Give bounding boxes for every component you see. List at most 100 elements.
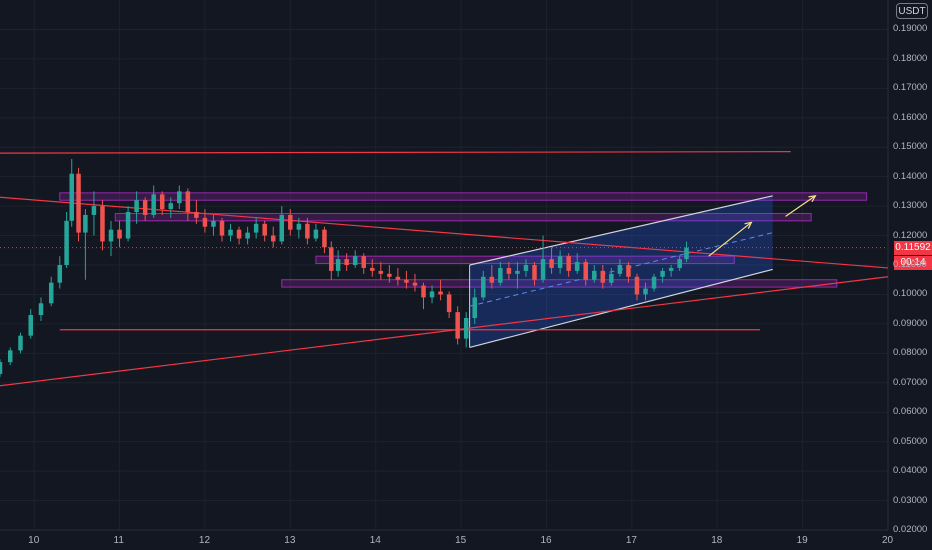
price-tick-label: 0.17000 <box>893 82 928 94</box>
candle-body <box>592 270 597 280</box>
price-tick-label: 0.08000 <box>893 347 928 359</box>
price-tick-label: 0.07000 <box>893 376 928 388</box>
time-tick-label: 10 <box>28 535 40 546</box>
candle-body <box>446 294 452 313</box>
candle-body <box>168 203 174 210</box>
time-tick-label: 15 <box>455 535 467 546</box>
candle-body <box>412 282 418 286</box>
time-tick-label: 16 <box>540 535 552 546</box>
projection-arrow-head <box>808 195 817 203</box>
price-tick-label: 0.11000 <box>893 259 927 270</box>
trend-line <box>0 151 791 154</box>
time-tick-label: 20 <box>882 535 894 546</box>
candle-body <box>262 223 267 236</box>
candle-body <box>142 200 148 215</box>
price-tick-label: 0.18000 <box>893 52 928 64</box>
candle-body <box>395 276 401 280</box>
candle-body <box>57 265 63 283</box>
time-tick-label: 11 <box>113 535 124 546</box>
supply-demand-zone <box>114 212 812 222</box>
candle-body <box>651 276 657 289</box>
projection-arrow <box>785 195 816 217</box>
candle-body <box>455 312 460 339</box>
candle-body <box>305 223 310 239</box>
candle-body <box>378 270 384 274</box>
candle-body <box>617 265 623 274</box>
candle-body <box>28 315 33 336</box>
price-tick-label: 0.03000 <box>893 494 928 506</box>
candle-body <box>438 291 443 295</box>
candle-body <box>125 212 131 239</box>
channel-lower-line <box>469 268 773 349</box>
time-tick-label: 19 <box>796 535 808 546</box>
candle-body <box>202 217 208 227</box>
candle-body <box>253 223 259 233</box>
candle-body <box>574 262 580 271</box>
price-tick-label: 0.10000 <box>893 288 928 300</box>
candle-body <box>684 247 689 260</box>
candle-body <box>194 212 199 218</box>
projection-arrow-head <box>744 221 753 229</box>
candle-body <box>329 247 334 271</box>
trend-line <box>0 276 889 387</box>
candle-body <box>557 256 563 268</box>
candle-body <box>83 214 88 233</box>
candle-body <box>177 191 182 204</box>
candle-body <box>236 229 242 239</box>
candle-body <box>523 265 529 271</box>
candle-body <box>463 318 469 339</box>
candle-body <box>472 297 477 318</box>
price-tick-label: 0.04000 <box>893 465 928 477</box>
candle-body <box>108 229 114 242</box>
price-tick-label: 0.13000 <box>893 200 928 212</box>
price-tick-label: 0.15000 <box>893 141 928 153</box>
supply-demand-zone <box>315 255 735 265</box>
candle-body <box>352 256 358 265</box>
candle-body <box>566 256 571 271</box>
candle-body <box>134 200 139 212</box>
candle-body <box>404 279 409 283</box>
candle-body <box>660 270 665 277</box>
candle-body <box>335 259 341 271</box>
candle-body <box>489 276 495 283</box>
candle-body <box>506 267 512 274</box>
candle-body <box>429 291 435 298</box>
candle-body <box>600 270 606 283</box>
candle-body <box>421 285 426 298</box>
candle-body <box>185 191 191 212</box>
candle-body <box>100 206 105 242</box>
channel-upper-line <box>469 195 773 266</box>
candle-body <box>159 194 165 210</box>
candle-body <box>532 265 537 280</box>
candle-body <box>76 173 81 233</box>
candle-body <box>322 229 327 248</box>
candle-body <box>211 220 216 227</box>
candle-body <box>387 273 392 277</box>
candle-body <box>48 282 54 304</box>
price-tick-label: 0.14000 <box>893 170 928 182</box>
candle-body <box>270 235 276 242</box>
candle-body <box>344 259 349 265</box>
candle-body <box>540 259 546 280</box>
price-tick-label: 0.06000 <box>893 406 928 418</box>
time-tick-label: 18 <box>711 535 723 546</box>
candle-body <box>583 262 588 280</box>
candle-body <box>38 303 44 316</box>
time-tick-label: 17 <box>625 535 637 546</box>
candle-body <box>313 229 319 239</box>
candle-body <box>7 350 13 363</box>
candle-body <box>515 270 520 274</box>
price-tick-label: 0.05000 <box>893 435 928 447</box>
candle-body <box>296 223 302 230</box>
candle-body <box>228 229 233 236</box>
candle-body <box>69 173 74 221</box>
currency-badge[interactable]: USDT <box>896 3 928 19</box>
time-tick-label: 14 <box>369 535 381 546</box>
supply-demand-zone <box>59 192 868 201</box>
candle-body <box>677 259 682 268</box>
candle-body <box>18 335 23 351</box>
candle-countdown: 00:14 <box>894 255 932 270</box>
candle-body <box>370 267 375 271</box>
